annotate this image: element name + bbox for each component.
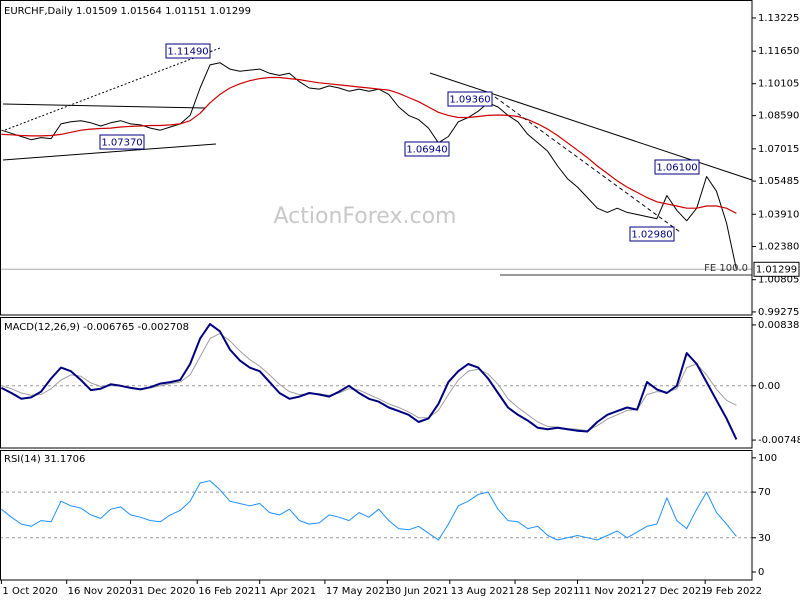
annotation-text: 1.06940	[406, 145, 447, 156]
y-tick-label: 0.008386	[758, 320, 800, 331]
channel-line	[2, 103, 206, 109]
price-title: EURCHF,Daily 1.01509 1.01564 1.01151 1.0…	[4, 6, 251, 17]
annotation: 1.09360	[447, 91, 493, 107]
channel-line	[2, 143, 217, 161]
y-tick-label: 1.10105	[758, 79, 799, 90]
x-tick-label: 31 Dec 2020	[132, 586, 196, 597]
fe-label: FE 100.0	[704, 263, 748, 274]
y-tick-label: 1.00805	[758, 275, 799, 286]
x-tick-label: 9 Feb 2022	[706, 586, 762, 597]
annotation: 1.07370	[99, 134, 145, 150]
annotation-text: 1.11490	[167, 47, 208, 58]
series-line	[1, 76, 737, 214]
y-tick-label: 70	[758, 487, 771, 498]
annotation: 1.06100	[654, 159, 700, 175]
y-tick-label: 0.99275	[758, 307, 799, 318]
last-price-label: 1.01299	[756, 264, 797, 275]
x-tick-label: 16 Nov 2020	[68, 586, 132, 597]
panel-frame	[0, 317, 753, 449]
x-tick-label: 28 Sep 2021	[516, 586, 579, 597]
x-tick-label: 27 Dec 2021	[644, 586, 708, 597]
y-tick-label: 1.07015	[758, 144, 799, 155]
y-tick-label: 1.08590	[758, 111, 799, 122]
annotation-text: 1.07370	[101, 138, 142, 149]
series-line	[1, 480, 737, 541]
panel-frame	[0, 0, 753, 316]
y-tick-label: 1.13225	[758, 13, 799, 24]
y-tick-label: 100	[758, 453, 777, 464]
watermark: ActionForex.com	[274, 204, 457, 229]
x-tick-label: 17 May 2021	[326, 586, 391, 597]
y-tick-label: 0	[758, 567, 764, 578]
y-tick-label: 1.03910	[758, 209, 799, 220]
dashed-line	[494, 96, 681, 233]
rsi-title: RSI(14) 31.1706	[4, 454, 85, 465]
x-tick-label: 30 Jun 2021	[388, 586, 448, 597]
y-tick-label: 1.02380	[758, 242, 799, 253]
panel-frame	[0, 450, 753, 581]
x-tick-label: 16 Feb 2021	[198, 586, 260, 597]
x-tick-label: 13 Aug 2021	[451, 586, 515, 597]
y-tick-label: 1.11650	[758, 46, 799, 57]
annotation-text: 1.02980	[631, 230, 672, 241]
series-line	[0, 323, 738, 440]
y-tick-label: -0.007487	[758, 435, 800, 446]
plots	[0, 62, 752, 541]
x-tick-label: 1 Oct 2020	[2, 586, 57, 597]
y-tick-label: 0.00	[758, 381, 780, 392]
y-tick-label: 1.05485	[758, 176, 799, 187]
y-tick-label: 30	[758, 533, 771, 544]
x-tick-label: 1 Apr 2021	[261, 586, 316, 597]
series-line	[1, 62, 737, 270]
annotation: 1.06940	[404, 141, 450, 157]
annotation-text: 1.09360	[449, 95, 490, 106]
last-price-box	[753, 261, 800, 277]
macd-title: MACD(12,26,9) -0.006765 -0.002708	[4, 322, 189, 333]
annotation-text: 1.06100	[656, 163, 697, 174]
annotation: 1.02980	[629, 226, 675, 242]
annotation: 1.11490	[165, 43, 211, 59]
x-tick-label: 11 Nov 2021	[578, 586, 642, 597]
